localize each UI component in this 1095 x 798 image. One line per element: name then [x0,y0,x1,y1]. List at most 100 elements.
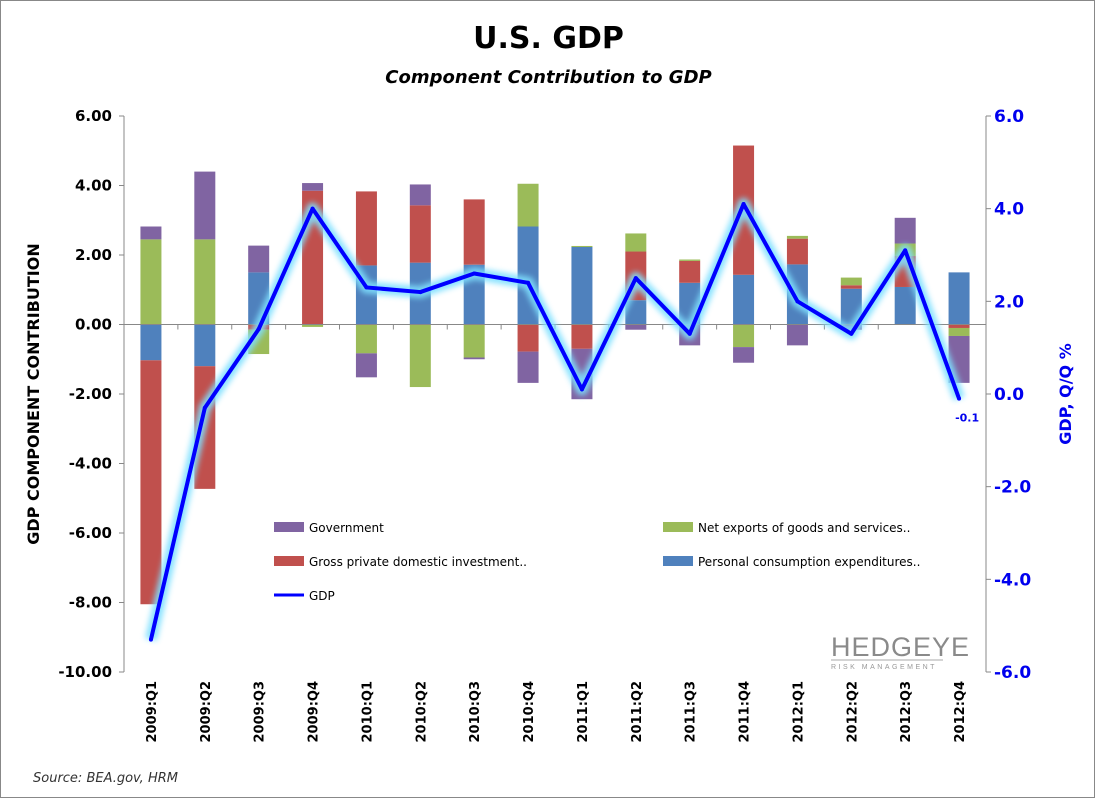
bar-segment [786,324,808,346]
chart-title: U.S. GDP [473,21,624,56]
gdp-point [364,285,369,290]
x-tick-label: 2009:Q4 [307,681,322,742]
bar-segment [463,199,485,265]
bar-segment [355,191,377,266]
x-tick-label: 2009:Q1 [145,681,160,742]
y-tick-label: -8.00 [69,594,112,612]
y-tick-label: 0.00 [75,316,112,334]
gdp-point [148,637,153,642]
bar-segment [571,245,593,248]
y2-tick-label: 0.0 [994,385,1024,405]
bar-segment [409,184,431,206]
y2-tick-label: -6.0 [994,663,1031,683]
y-tick-label: 2.00 [75,246,112,264]
bar-segment [894,217,916,244]
bar-segment [355,353,377,378]
bar-segment [948,324,970,328]
logo-text: HEDGEYE [831,632,970,662]
legend-label: Gross private domestic investment.. [309,555,527,569]
bar-segment [463,324,485,358]
bar-segment [517,324,539,352]
y2-tick-label: 6.0 [994,107,1024,127]
bar-segment [786,238,808,265]
gdp-point [903,248,908,253]
bar-segment [248,245,270,273]
gdp-point [957,396,962,401]
x-tick-label: 2010:Q1 [360,681,375,742]
bar-segment [625,233,647,252]
x-tick-label: 2012:Q2 [845,681,860,742]
gdp-point [526,280,531,285]
y2-axis-title: GDP, Q/Q % [1056,343,1075,445]
y-tick-label: -6.00 [69,524,112,542]
bar-segment [302,183,324,191]
logo-tagline: RISK MANAGEMENT [831,664,937,671]
y-tick-label: 6.00 [75,107,112,125]
bar-segment [355,324,377,354]
bar-segment [194,239,216,325]
y2-tick-label: 2.0 [994,292,1024,312]
y-tick-label: -10.00 [58,663,112,681]
bar-segment [517,183,539,227]
bar-segment [194,171,216,240]
bar-segment [894,286,916,325]
legend-label: Government [309,521,384,535]
legend-label: Net exports of goods and services.. [698,521,910,535]
bar-segment [140,360,162,605]
gdp-point [418,290,423,295]
legend-swatch [663,522,693,532]
chart-subtitle: Component Contribution to GDP [385,67,712,88]
bar-segment [948,327,970,336]
gdp-point [687,331,692,336]
bar-segment [140,226,162,240]
x-tick-label: 2012:Q4 [953,681,968,742]
bar-segment [786,235,808,239]
y2-tick-label: 4.0 [994,200,1024,220]
bar-segment [571,247,593,325]
y-tick-label: -2.00 [69,385,112,403]
legend-swatch [274,556,304,566]
gdp-point [795,299,800,304]
x-tick-label: 2011:Q1 [576,681,591,742]
bar-segment [948,272,970,325]
y-tick-label: -4.00 [69,455,112,473]
bar-segment [463,357,485,360]
bar-segment [140,239,162,325]
legend-swatch [274,522,304,532]
gdp-data-label: -0.1 [955,412,979,425]
x-tick-label: 2012:Q3 [899,681,914,742]
x-tick-label: 2009:Q3 [253,681,268,742]
gdp-point [849,331,854,336]
bar-segment [840,285,862,289]
bar-segment [625,300,647,325]
x-tick-label: 2010:Q3 [468,681,483,742]
y2-tick-label: -4.0 [994,570,1031,590]
x-tick-label: 2011:Q4 [738,681,753,742]
legend-label: Personal consumption expenditures.. [698,555,920,569]
y-tick-label: 4.00 [75,177,112,195]
bar-segment [679,259,701,261]
source-note: Source: BEA.gov, HRM [33,771,178,786]
x-tick-label: 2009:Q2 [199,681,214,742]
bar-segment [302,324,324,327]
bar-segment [194,324,216,367]
legend-label: GDP [309,589,335,603]
x-tick-label: 2011:Q2 [630,681,645,742]
gdp-line-glow [145,198,965,641]
bar-segment [571,324,593,349]
bar-segment [409,324,431,388]
bar-segment [625,324,647,330]
bar-segment [733,274,755,325]
x-tick-label: 2010:Q4 [522,681,537,742]
hedgeye-logo: HEDGEYE RISK MANAGEMENT [831,632,970,671]
y2-tick-label: -2.0 [994,478,1031,498]
bar-segment [840,277,862,286]
bar-segment [733,324,755,348]
y-axis-title: GDP COMPONENT CONTRIBUTION [24,243,43,544]
legend-swatch [663,556,693,566]
gdp-point [633,276,638,281]
gdp-point [256,327,261,332]
x-tick-label: 2012:Q1 [791,681,806,742]
